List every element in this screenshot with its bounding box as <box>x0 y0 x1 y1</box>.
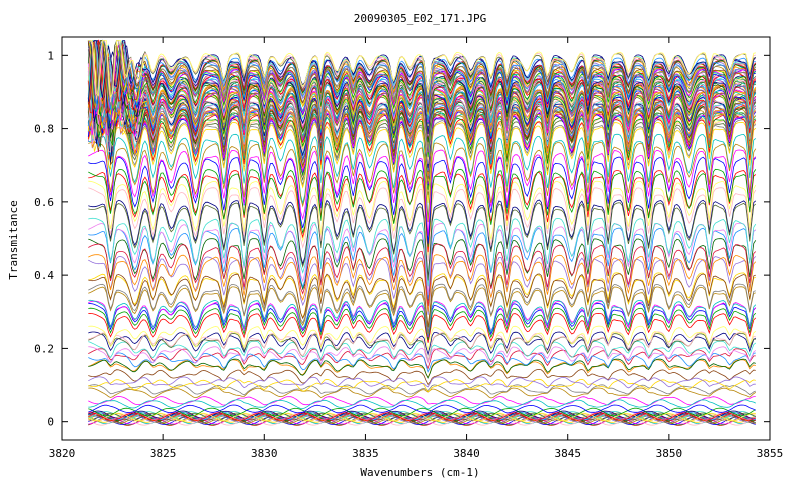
spectrum-series-line <box>88 156 757 244</box>
x-tick-label: 3830 <box>251 447 278 460</box>
spectrum-series-line <box>88 256 757 316</box>
x-tick-label: 3835 <box>352 447 379 460</box>
spectrum-series-line <box>88 40 756 99</box>
x-tick-label: 3825 <box>150 447 177 460</box>
spectrum-series-line <box>88 396 756 406</box>
y-tick-label: 0.2 <box>34 342 54 355</box>
y-tick-label: 0.8 <box>34 123 54 136</box>
y-axis-ticks: 0 0.2 0.4 0.6 0.8 1 <box>34 49 770 429</box>
spectrum-series-line <box>88 414 756 424</box>
x-tick-label: 3845 <box>554 447 581 460</box>
spectrum-series-line <box>88 141 757 223</box>
chart-title: 20090305_E02_171.JPG <box>354 12 486 25</box>
spectrum-series-line <box>88 238 757 301</box>
y-tick-label: 0.4 <box>34 269 54 282</box>
spectrum-series-line <box>88 307 757 341</box>
spectrum-series-line <box>88 180 757 256</box>
spectrum-series-line <box>88 352 756 373</box>
spectrum-series-line <box>88 407 756 417</box>
spectrum-series-line <box>88 199 757 278</box>
spectrum-series-line <box>88 187 757 262</box>
x-axis-label: Wavenumbers (cm-1) <box>360 466 479 479</box>
spectrum-series-line <box>88 243 757 307</box>
spectrum-series-line <box>88 384 756 396</box>
spectrum-series-line <box>88 325 757 351</box>
spectrum-series-line <box>88 312 757 343</box>
spectrum-series-line <box>88 404 756 414</box>
spectrum-series-line <box>88 331 757 356</box>
spectrum-series-line <box>88 286 756 335</box>
spectrum-series-line <box>88 149 757 236</box>
y-tick-label: 0 <box>47 416 54 429</box>
x-tick-label: 3820 <box>49 447 76 460</box>
spectrum-series-line <box>88 217 757 287</box>
x-tick-label: 3840 <box>453 447 480 460</box>
plot-frame <box>61 36 771 441</box>
y-tick-label: 0.6 <box>34 196 54 209</box>
x-axis-ticks: 3820 3825 3830 3835 3840 3845 3850 3855 <box>49 37 784 460</box>
y-axis-label: Transmitance <box>7 200 20 279</box>
spectrum-series-line <box>88 299 757 336</box>
spectrum-series-line <box>88 412 756 421</box>
spectrum-series-line <box>88 359 756 379</box>
spectrum-series-line <box>88 133 757 219</box>
spectrum-series-line <box>88 202 757 281</box>
spectrum-series-line <box>88 254 757 312</box>
spectrum-series-line <box>88 340 757 362</box>
spectrum-series-line <box>88 348 756 370</box>
x-tick-label: 3850 <box>656 447 683 460</box>
spectrum-series-line <box>88 283 756 333</box>
spectrum-series-line <box>88 346 757 366</box>
y-tick-label: 1 <box>47 49 54 62</box>
spectrum-series-line <box>88 411 756 420</box>
spectrum-series-line <box>88 376 756 389</box>
spectrum-series-line <box>88 121 757 203</box>
spectrum-series-line <box>88 168 757 247</box>
spectrum-series-line <box>88 273 756 328</box>
spectrum-series-line <box>88 387 757 399</box>
spectrum-series-line <box>88 399 756 410</box>
spectrum-series-line <box>88 358 756 379</box>
x-tick-label: 3855 <box>757 447 784 460</box>
series-group <box>87 39 757 426</box>
spectrum-series-line <box>88 368 756 386</box>
